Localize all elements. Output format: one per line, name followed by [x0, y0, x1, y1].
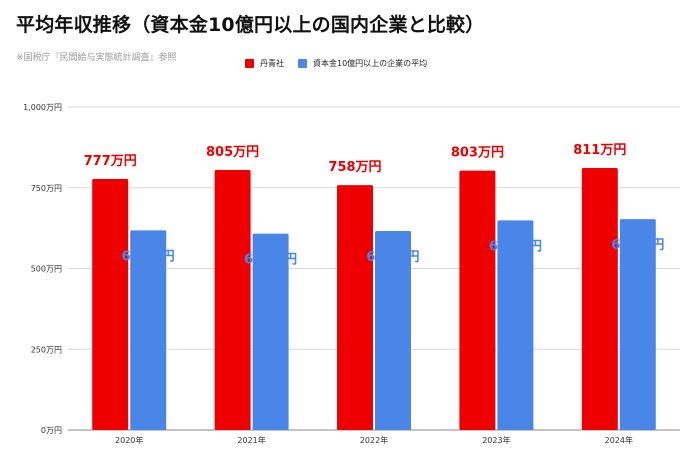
y-tick-label: 750万円: [31, 184, 62, 193]
x-tick-label: 2020年: [115, 435, 143, 445]
y-tick-label: 0万円: [41, 426, 62, 435]
data-label: 803万円: [451, 146, 504, 161]
chart-title: 平均年収推移（資本金10億円以上の国内企業と比較）: [16, 14, 485, 36]
bar: [581, 168, 618, 430]
data-label: 608万円: [244, 253, 297, 268]
bar: [619, 219, 656, 430]
legend-item-series-1: 丹青社: [245, 58, 284, 69]
legend-item-series-2: 資本金10億円以上の企業の平均: [298, 58, 427, 69]
x-tick-label: 2024年: [605, 435, 633, 445]
data-label: 653万円: [611, 238, 664, 253]
bar: [459, 170, 496, 431]
bar: [130, 230, 167, 430]
source-note: ※国税庁『民間給与実態統計調査』参照: [16, 53, 177, 63]
bar: [497, 220, 534, 430]
data-label: 618万円: [122, 249, 175, 264]
bar: [337, 185, 373, 430]
bar: [92, 179, 129, 430]
x-tick-label: 2023年: [482, 435, 510, 445]
x-tick-label: 2021年: [237, 435, 265, 445]
bar: [252, 233, 289, 430]
bar: [214, 169, 251, 431]
data-label: 811万円: [573, 143, 626, 158]
legend-label-series-2: 資本金10億円以上の企業の平均: [313, 59, 428, 68]
y-tick-label: 1,000万円: [23, 103, 62, 112]
data-label: 649万円: [489, 239, 542, 254]
legend-swatch-series-2: [298, 59, 307, 68]
legend-swatch-series-1: [245, 59, 254, 68]
y-tick-label: 500万円: [31, 265, 62, 274]
legend-label-series-1: 丹青社: [260, 59, 284, 68]
legend: 丹青社 資本金10億円以上の企業の平均: [245, 58, 427, 69]
y-tick-label: 250万円: [31, 345, 62, 354]
data-label: 616万円: [366, 250, 419, 265]
data-label: 758万円: [328, 160, 381, 175]
data-label: 805万円: [206, 145, 259, 160]
bar: [375, 231, 411, 430]
data-label: 777万円: [84, 154, 137, 169]
x-tick-label: 2022年: [360, 435, 388, 445]
